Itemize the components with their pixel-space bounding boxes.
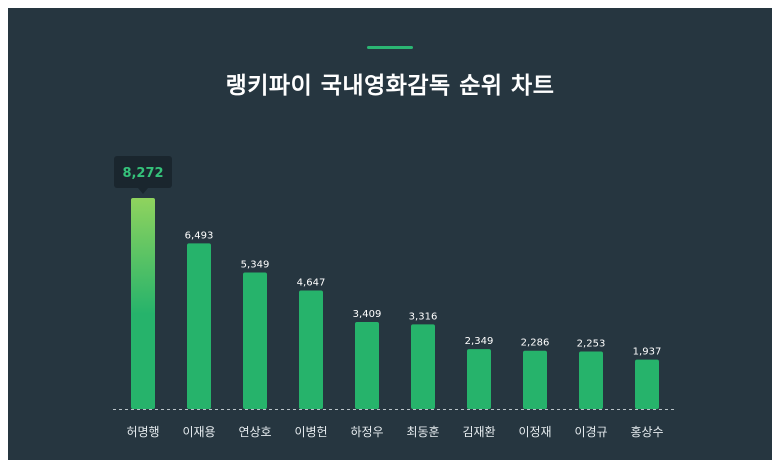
bar-chart: 8,272 허명행 6,493 이재용 5,349 연상호 4,647 이병헌 3,409 하정우… — [113, 156, 675, 439]
category-label: 이경규 — [574, 425, 607, 439]
bar — [411, 324, 435, 409]
value-label: 2,286 — [521, 338, 550, 349]
chart-card: 랭키파이 국내영화감독 순위 차트 8,272 허명행 6,493 이재용 5,349 연… — [8, 8, 772, 460]
value-label: 1,937 — [633, 347, 662, 358]
bar — [635, 359, 659, 409]
bar — [243, 272, 267, 409]
category-label: 김재환 — [462, 425, 495, 439]
category-label: 허명행 — [126, 424, 159, 439]
category-label: 이재용 — [182, 425, 215, 439]
bar — [131, 198, 155, 409]
value-label: 3,316 — [409, 311, 438, 322]
bar — [467, 349, 491, 409]
category-label: 이병헌 — [294, 425, 327, 439]
value-label: 3,409 — [353, 309, 382, 320]
category-label: 이정재 — [518, 425, 551, 439]
bar — [187, 243, 211, 409]
value-label: 2,253 — [577, 339, 606, 350]
value-label: 5,349 — [241, 260, 270, 271]
category-label: 홍상수 — [630, 425, 663, 439]
category-label: 하정우 — [350, 425, 383, 439]
value-label: 6,493 — [185, 230, 214, 241]
title-accent-line — [367, 46, 413, 49]
tooltip-value: 8,272 — [122, 166, 163, 181]
tooltip-box — [114, 156, 172, 188]
bar — [579, 351, 603, 409]
value-label: 4,647 — [297, 277, 326, 288]
tooltip-pointer — [138, 188, 148, 194]
category-label: 최동훈 — [406, 425, 439, 439]
chart-title: 랭키파이 국내영화감독 순위 차트 — [225, 73, 555, 99]
category-label: 연상호 — [238, 425, 271, 439]
value-label: 2,349 — [465, 336, 494, 347]
bar — [299, 290, 323, 409]
bar — [355, 322, 379, 409]
bar — [523, 350, 547, 409]
